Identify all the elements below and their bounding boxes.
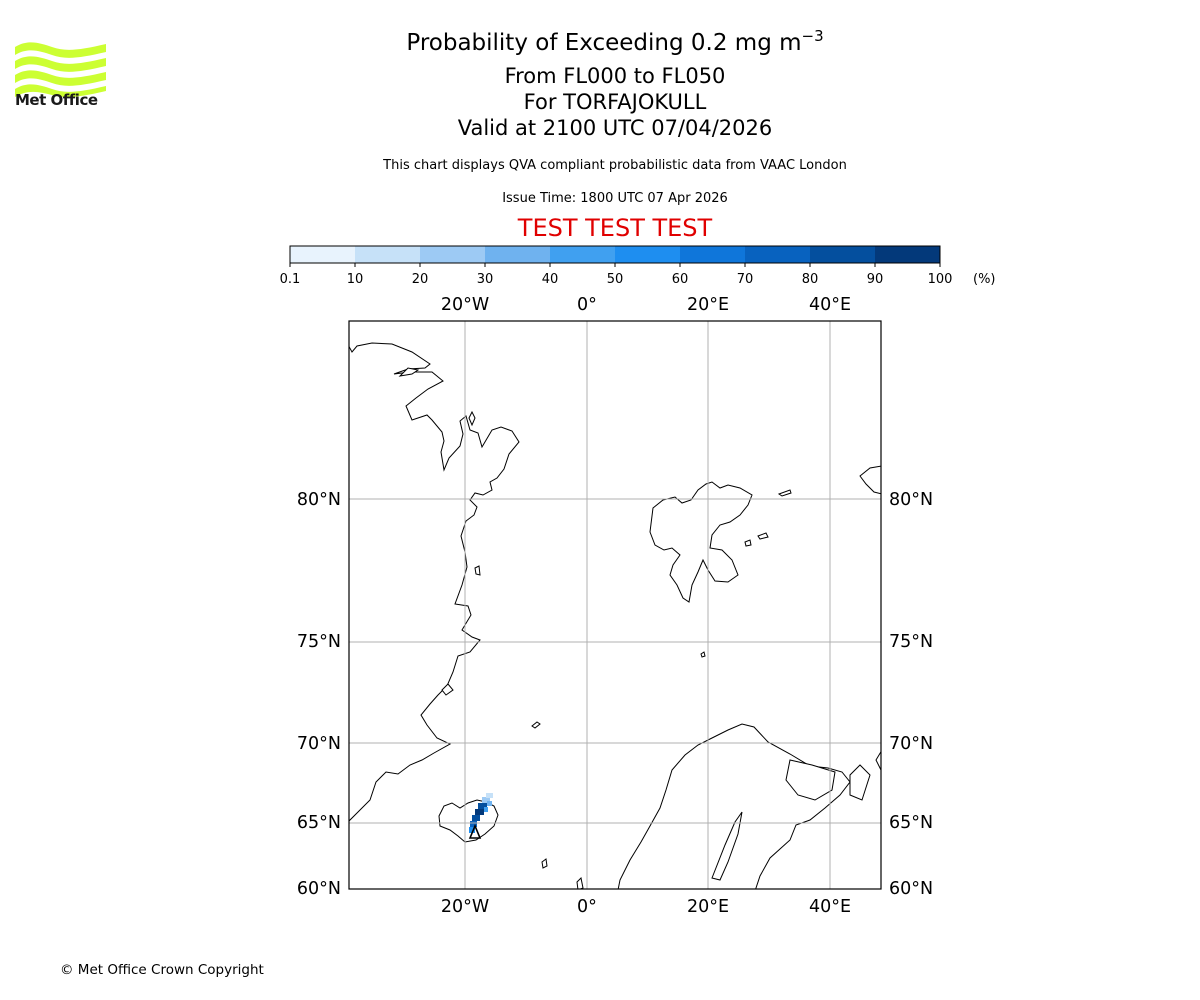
colorbar-swatch [550,246,616,263]
lat-label: 80°N [889,490,933,510]
colorbar-swatch [290,246,356,263]
colorbar-tick-label: 10 [347,272,364,287]
plume-cell [470,821,477,827]
chart-title-text: Probability of Exceeding 0.2 mg m [406,30,802,56]
map-gridlines [349,321,881,889]
colorbar-tick-label: 30 [477,272,494,287]
lat-labels-right: 80°N 75°N 70°N 65°N 60°N [889,490,933,899]
lat-label: 60°N [889,879,933,899]
greenland-coastline [349,342,520,822]
faroe-islands [541,858,548,869]
map-frame [348,320,882,890]
lon-label: 20°E [687,897,729,917]
valid-time-subtitle: Valid at 2100 UTC 07/04/2026 [457,116,773,140]
plume-cell [478,803,487,809]
colorbar: 0.1 10 20 30 40 50 60 70 80 90 100 (%) [280,245,996,287]
lon-label: 20°W [441,897,489,917]
svalbard-island-c [744,539,752,547]
greenland-island-b [474,565,481,576]
lon-label: 40°E [809,897,851,917]
bjornoya-island [700,651,706,658]
plume-cell [482,797,490,803]
lat-label: 70°N [297,734,341,754]
lon-label: 0° [577,897,597,917]
greenland-island-a [468,410,476,427]
description-text: This chart displays QVA compliant probab… [383,158,847,173]
colorbar-swatch [615,246,681,263]
lon-label: 20°W [441,295,489,315]
colorbar-swatch [485,246,551,263]
colorbar-tick-label: 0.1 [280,272,301,287]
flight-levels-subtitle: From FL000 to FL050 [504,64,726,88]
franz-josef-land-coastline [859,465,881,495]
map-area [349,321,881,889]
chart-title: Probability of Exceeding 0.2 mg m−3 [0,27,1200,56]
colorbar-tick-label: 50 [607,272,624,287]
svalbard-coastline [649,481,753,603]
volcano-subtitle: For TORFAJOKULL [523,90,707,114]
colorbar-swatch [810,246,876,263]
kola-peninsula [785,759,836,801]
greenland-inner-fjord [398,367,420,377]
colorbar-swatch [875,246,941,263]
svalbard-island-b [757,532,769,540]
greenland-island-c [441,683,454,696]
ash-plume [469,793,493,833]
lat-label: 60°N [297,879,341,899]
lon-label: 40°E [809,295,851,315]
lat-label: 65°N [889,813,933,833]
colorbar-unit-label: (%) [973,272,996,287]
plume-cell [486,793,493,798]
colorbar-swatch [745,246,811,263]
test-banner: TEST TEST TEST [517,214,713,242]
lon-labels-top: 20°W 0° 20°E 40°E [441,295,851,315]
issue-time-text: Issue Time: 1800 UTC 07 Apr 2026 [502,191,728,206]
lat-labels-left: 80°N 75°N 70°N 65°N 60°N [297,490,341,899]
shetland-islands [576,876,584,889]
lon-labels-bottom: 20°W 0° 20°E 40°E [441,897,851,917]
lon-label: 20°E [687,295,729,315]
met-office-logo [15,42,106,98]
met-office-logo-text: Met Office [15,91,98,109]
lat-label: 80°N [297,490,341,510]
plume-cell [484,807,488,812]
jan-mayen-island [531,721,541,729]
kanin-peninsula [849,764,871,801]
colorbar-tick-label: 70 [737,272,754,287]
chart-title-exponent: −3 [801,27,824,45]
lat-label: 65°N [297,813,341,833]
colorbar-tick-label: 40 [542,272,559,287]
colorbar-tick-label: 90 [867,272,884,287]
volcano-triangle-icon [468,823,482,839]
svalbard-island-a [777,489,792,497]
colorbar-swatch [680,246,746,263]
colorbar-swatch [420,246,486,263]
lat-label: 75°N [297,632,341,652]
colorbar-tick-label: 20 [412,272,429,287]
plume-cell [469,827,475,833]
lon-label: 0° [577,295,597,315]
lat-label: 70°N [889,734,933,754]
plume-cell [487,801,492,806]
lat-label: 75°N [889,632,933,652]
colorbar-tick-label: 80 [802,272,819,287]
plume-cell [472,815,480,821]
novaya-zemlya-edge [875,750,881,772]
colorbar-tick-label: 100 [928,272,953,287]
copyright-text: © Met Office Crown Copyright [60,962,264,978]
plume-cell [475,809,484,815]
colorbar-tick-label: 60 [672,272,689,287]
colorbar-swatch [355,246,421,263]
